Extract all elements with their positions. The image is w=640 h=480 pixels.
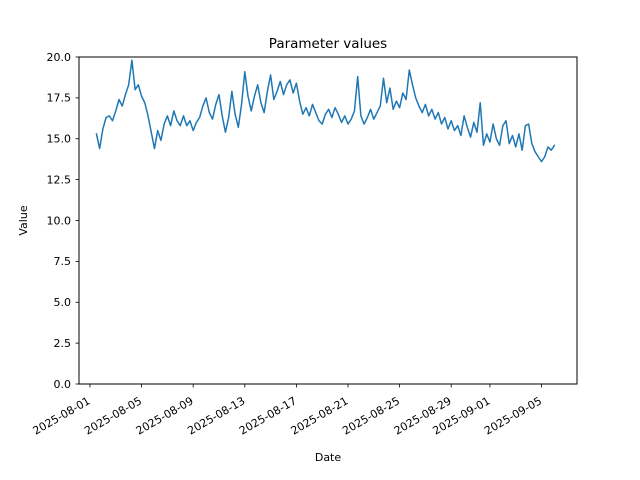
y-tick-label: 20.0	[47, 51, 72, 64]
x-tick-label: 2025-08-05	[82, 394, 144, 437]
x-tick-label: 2025-08-21	[289, 394, 351, 437]
x-tick-label: 2025-08-25	[340, 394, 402, 437]
x-tick-label: 2025-08-01	[31, 394, 93, 437]
y-tick-label: 17.5	[47, 92, 72, 105]
x-axis-ticks: 2025-08-012025-08-052025-08-092025-08-13…	[31, 384, 544, 438]
chart-title: Parameter values	[269, 36, 387, 52]
y-axis-ticks: 0.0 2.5 5.0 7.5 10.0 12.5 15.0 17.5 20.0	[47, 51, 79, 391]
x-tick-label: 2025-09-05	[482, 394, 544, 437]
x-tick-label: 2025-08-17	[237, 394, 299, 437]
data-series-group	[95, 59, 556, 163]
y-tick-label: 0.0	[54, 378, 72, 391]
y-tick-label: 10.0	[47, 214, 72, 227]
plot-area-border	[78, 56, 578, 385]
y-tick-label: 15.0	[47, 133, 72, 146]
x-axis-label: Date	[315, 451, 342, 464]
y-tick-label: 2.5	[54, 337, 72, 350]
y-tick-label: 7.5	[54, 255, 72, 268]
data-line	[95, 59, 556, 163]
x-tick-label: 2025-08-09	[134, 394, 196, 437]
y-tick-label: 5.0	[54, 296, 72, 309]
y-tick-label: 12.5	[47, 173, 72, 186]
x-tick-label: 2025-08-13	[185, 394, 247, 437]
y-axis-label: Value	[17, 205, 30, 235]
